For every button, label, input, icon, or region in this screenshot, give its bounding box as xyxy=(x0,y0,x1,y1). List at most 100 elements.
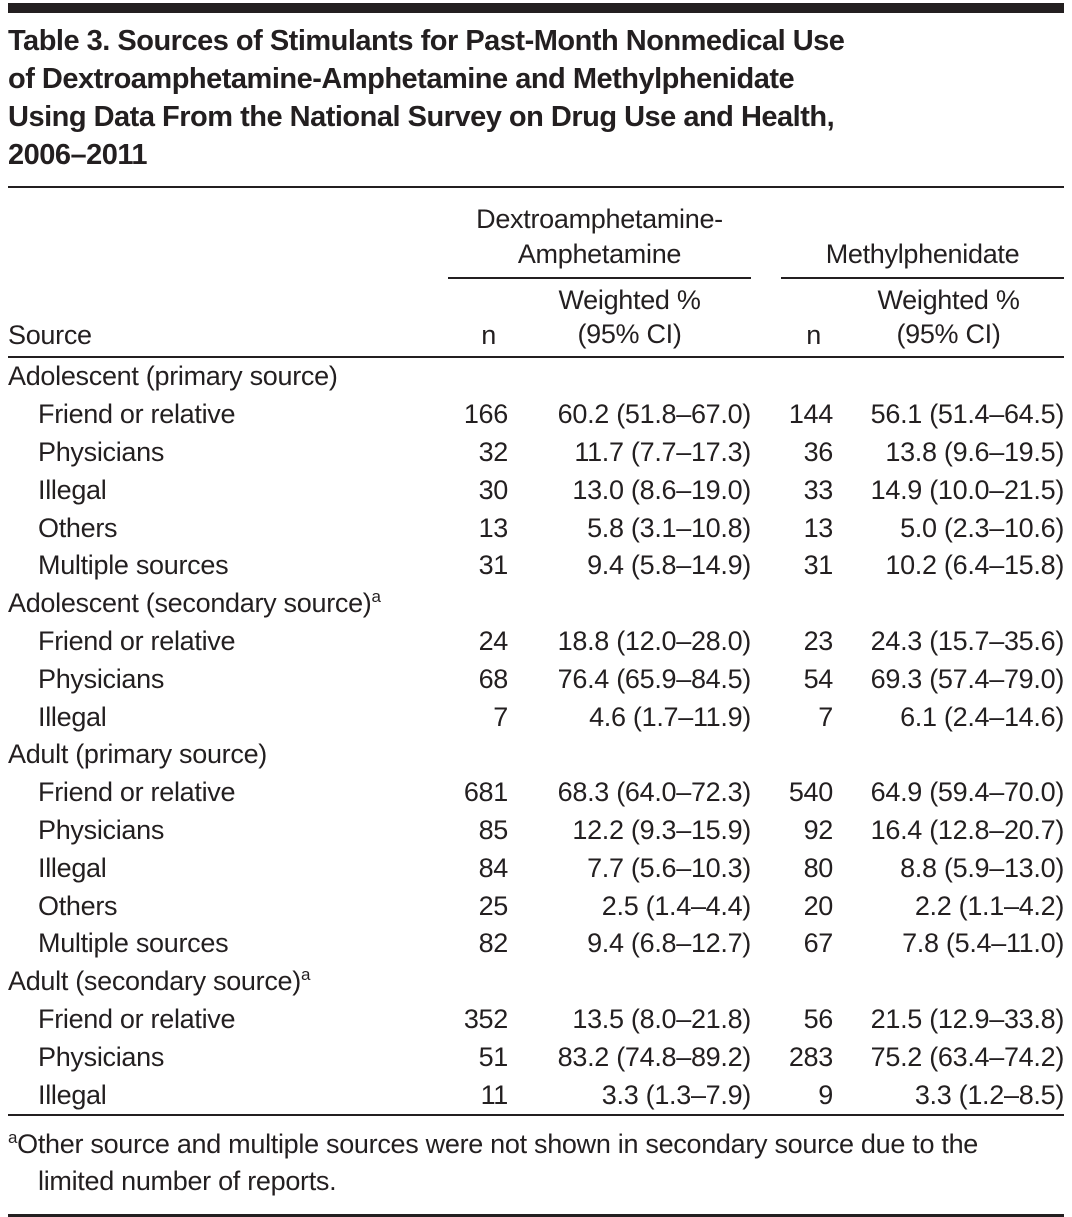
section-label-cell: Adolescent (primary source) xyxy=(8,357,1064,396)
column-gap xyxy=(751,849,781,887)
table-row: Others 25 2.5 (1.4–4.4) 20 2.2 (1.1–4.2) xyxy=(8,887,1064,925)
table-row: Illegal 84 7.7 (5.6–10.3) 80 8.8 (5.9–13.0) xyxy=(8,849,1064,887)
methylphenidate-ci-cell: 10.2 (6.4–15.8) xyxy=(885,550,1065,581)
dextroamphetamine-n-cell: 11 xyxy=(448,1076,508,1116)
methylphenidate-ci-cell: 14.9 (10.0–21.5) xyxy=(870,474,1065,505)
column-gap xyxy=(751,1038,781,1076)
source-cell: Friend or relative xyxy=(38,777,236,808)
source-cell: Multiple sources xyxy=(38,928,229,959)
dextroamphetamine-n-cell: 51 xyxy=(478,1041,509,1072)
table-row: Physicians 85 12.2 (9.3–15.9) 92 16.4 (12.8–… xyxy=(8,812,1064,850)
dextroamphetamine-ci-cell: 4.6 (1.7–11.9) xyxy=(589,701,751,732)
source-cell: Others xyxy=(38,512,118,543)
dextroamphetamine-n-cell: 68 xyxy=(478,663,509,694)
table-row: Physicians 68 76.4 (65.9–84.5) 54 69.3 (57.4… xyxy=(8,660,1064,698)
dextroamphetamine-n-cell: 82 xyxy=(478,928,509,959)
table-title: Table 3. Sources of Stimulants for Past-… xyxy=(8,22,1064,188)
methylphenidate-ci-cell: 6.1 (2.4–14.6) xyxy=(900,701,1065,732)
dextroamphetamine-n-cell: 24 xyxy=(478,625,509,656)
column-header-row: Source n Weighted % (95% CI) n Weighted … xyxy=(8,278,1065,358)
section-label-cell: Adult (primary source) xyxy=(8,736,1064,774)
table-row: Illegal 7 4.6 (1.7–11.9) 7 6.1 (2.4–14.6) xyxy=(8,698,1064,736)
methylphenidate-n-cell: 23 xyxy=(803,625,834,656)
section-label: Adolescent (primary source) xyxy=(8,361,338,392)
methylphenidate-n-cell: 54 xyxy=(803,663,834,694)
dextroamphetamine-ci-cell: 13.5 (8.0–21.8) xyxy=(572,1003,751,1034)
group-header-row: Dextroamphetamine-Amphetamine Methylphen… xyxy=(8,188,1065,279)
table-row: Friend or relative 352 13.5 (8.0–21.8) 56 21… xyxy=(8,1001,1064,1039)
column-gap xyxy=(751,1001,781,1039)
methylphenidate-n-cell: 31 xyxy=(803,550,834,581)
methylphenidate-ci-cell: 56.1 (51.4–64.5) xyxy=(870,399,1065,430)
dextroamphetamine-ci-cell: 18.8 (12.0–28.0) xyxy=(557,625,752,656)
source-cell: Friend or relative xyxy=(38,399,236,430)
group-header-dextroamphetamine: Dextroamphetamine-Amphetamine xyxy=(448,188,751,279)
source-cell: Physicians xyxy=(38,814,165,845)
table-row: Friend or relative 681 68.3 (64.0–72.3) 540… xyxy=(8,774,1064,812)
dextroamphetamine-n-cell: 7 xyxy=(493,701,508,732)
column-gap xyxy=(751,396,781,434)
ci-label: (95% CI) xyxy=(577,319,682,349)
column-gap xyxy=(751,812,781,850)
weighted-pct-column-header-dextroamphetamine: Weighted % (95% CI) xyxy=(508,278,751,358)
section-label: Adult (primary source) xyxy=(8,739,267,770)
table-row: Physicians 32 11.7 (7.7–17.3) 36 13.8 (9.6–1… xyxy=(8,434,1064,472)
section-header-row: Adolescent (secondary source)a xyxy=(8,585,1064,623)
methylphenidate-n-cell: 7 xyxy=(818,701,833,732)
footnote: aOther source and multiple sources were … xyxy=(8,1126,1038,1200)
table-row: Friend or relative 166 60.2 (51.8–67.0) 144… xyxy=(8,396,1064,434)
table-title-line: 2006–2011 xyxy=(8,139,148,171)
footnote-marker: a xyxy=(8,1127,18,1147)
methylphenidate-ci-cell: 16.4 (12.8–20.7) xyxy=(870,814,1065,845)
methylphenidate-n-cell: 13 xyxy=(803,512,834,543)
table-row: Multiple sources 82 9.4 (6.8–12.7) 67 7.8 (5… xyxy=(8,925,1064,963)
section-label-cell: Adolescent (secondary source)a xyxy=(8,585,1064,623)
dextroamphetamine-n-cell: 166 xyxy=(463,399,508,430)
footnote-section: aOther source and multiple sources were … xyxy=(8,1116,1064,1217)
table-row: Physicians 51 83.2 (74.8–89.2) 283 75.2 (63.… xyxy=(8,1038,1064,1076)
column-gap xyxy=(751,774,781,812)
source-column-header: Source xyxy=(8,278,448,358)
n-column-header-dextroamphetamine: n xyxy=(448,278,508,358)
dextroamphetamine-n-cell: 32 xyxy=(478,436,509,467)
dextroamphetamine-ci-cell: 60.2 (51.8–67.0) xyxy=(557,399,752,430)
section-header-row: Adolescent (primary source) xyxy=(8,357,1064,396)
source-cell: Illegal xyxy=(8,1076,448,1116)
table-row: Friend or relative 24 18.8 (12.0–28.0) 23 24… xyxy=(8,623,1064,661)
section-label: Adolescent (secondary source) xyxy=(8,588,372,619)
source-cell: Illegal xyxy=(38,852,107,883)
section-footnote-marker: a xyxy=(300,965,311,985)
methylphenidate-n-cell: 33 xyxy=(803,474,834,505)
table-title-line: of Dextroamphetamine-Amphetamine and Met… xyxy=(8,63,795,95)
methylphenidate-ci-cell: 24.3 (15.7–35.6) xyxy=(870,625,1065,656)
table-title-line: Table 3. Sources of Stimulants for Past-… xyxy=(8,25,845,57)
methylphenidate-ci-cell: 21.5 (12.9–33.8) xyxy=(870,1003,1065,1034)
source-cell: Illegal xyxy=(38,474,107,505)
section-label: Adult (secondary source) xyxy=(8,966,301,997)
methylphenidate-n-cell: 56 xyxy=(803,1003,834,1034)
source-cell: Others xyxy=(38,890,118,921)
data-table: Dextroamphetamine-Amphetamine Methylphen… xyxy=(8,188,1064,1116)
column-gap xyxy=(751,1076,781,1116)
dextroamphetamine-ci-cell: 7.7 (5.6–10.3) xyxy=(587,852,751,883)
column-gap xyxy=(751,471,781,509)
methylphenidate-n-cell: 80 xyxy=(803,852,834,883)
column-gap xyxy=(751,698,781,736)
methylphenidate-n-cell: 9 xyxy=(781,1076,833,1116)
methylphenidate-n-cell: 144 xyxy=(788,399,833,430)
table-row: Illegal 30 13.0 (8.6–19.0) 33 14.9 (10.0–21.… xyxy=(8,471,1064,509)
table-title-line: Using Data From the National Survey on D… xyxy=(8,101,835,133)
ci-label: (95% CI) xyxy=(896,319,1001,349)
methylphenidate-ci-cell: 8.8 (5.9–13.0) xyxy=(900,852,1065,883)
methylphenidate-n-cell: 36 xyxy=(803,436,834,467)
weighted-pct-column-header-methylphenidate: Weighted % (95% CI) xyxy=(833,278,1065,358)
dextroamphetamine-ci-cell: 76.4 (65.9–84.5) xyxy=(557,663,752,694)
top-rule xyxy=(8,3,1064,13)
section-footnote-marker: a xyxy=(371,587,381,607)
dextroamphetamine-ci-cell: 2.5 (1.4–4.4) xyxy=(601,890,752,921)
methylphenidate-ci-cell: 75.2 (63.4–74.2) xyxy=(870,1041,1065,1072)
dextroamphetamine-n-cell: 85 xyxy=(478,814,509,845)
table-row: Multiple sources 31 9.4 (5.8–14.9) 31 10.2 (… xyxy=(8,547,1064,585)
methylphenidate-ci-cell: 5.0 (2.3–10.6) xyxy=(900,512,1065,543)
methylphenidate-ci-cell: 64.9 (59.4–70.0) xyxy=(870,777,1065,808)
